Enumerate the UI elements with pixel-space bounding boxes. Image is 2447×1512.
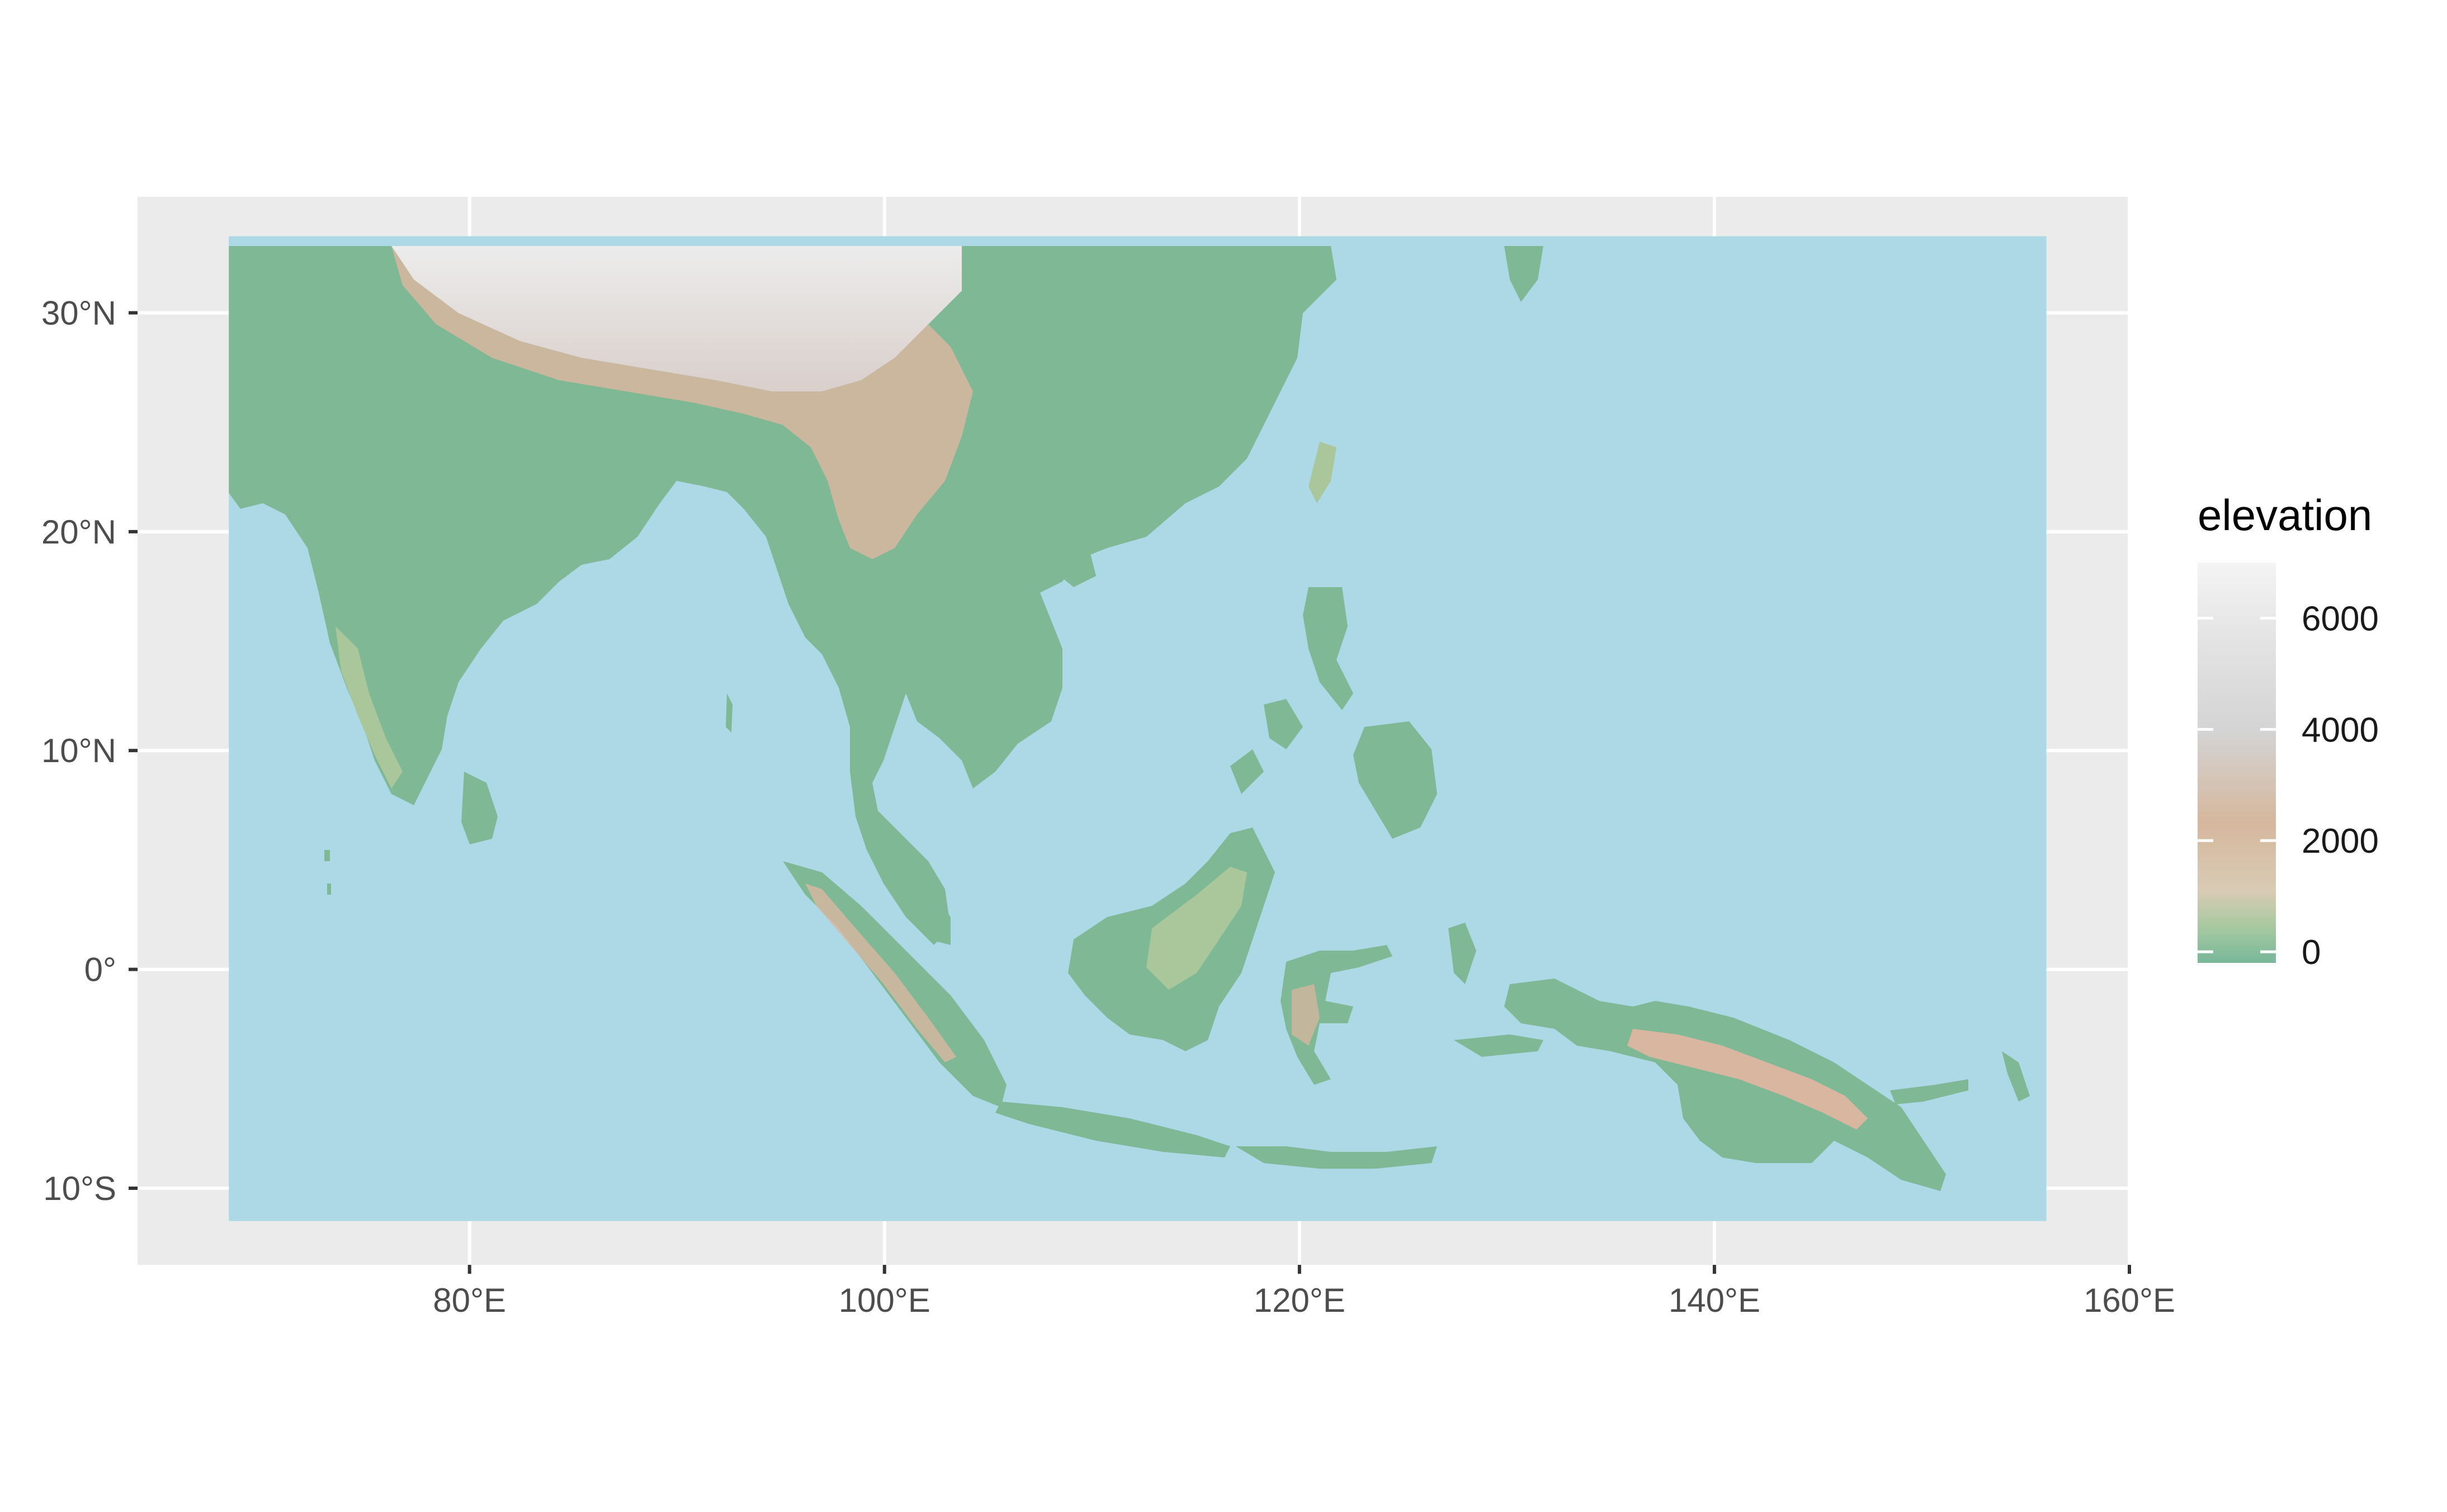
highland-western-ghats [336, 626, 403, 788]
legend-tick-label: 6000 [2302, 599, 2379, 638]
landmass-kyushu [1504, 246, 1543, 302]
x-tick-label: 100°E [839, 1282, 930, 1319]
landmass-mindanao [1353, 721, 1437, 839]
plateau-tibet [391, 246, 962, 391]
landmass-luzon [1303, 587, 1353, 710]
landmass-asia-mainland [229, 246, 1336, 945]
y-tick-label: 30°N [41, 294, 116, 332]
x-axis: 80°E 100°E 120°E 140°E 160°E [433, 1265, 2175, 1319]
landmass-maldives [324, 850, 331, 895]
landmass-sri-lanka [461, 772, 498, 844]
highland-barisan [805, 883, 956, 1062]
y-tick-label: 10°N [41, 732, 116, 769]
highland-central-range [1627, 1029, 1868, 1130]
landmass-new-britain [1890, 1079, 1968, 1104]
legend-title: elevation [2198, 490, 2372, 540]
legend-tick-label: 2000 [2302, 822, 2379, 861]
landmass-bougainville [2002, 1051, 2030, 1102]
landmass-taiwan [1308, 442, 1336, 503]
highland-borneo [1146, 867, 1247, 990]
elevation-raster [229, 236, 2047, 1221]
x-tick-label: 160°E [2084, 1282, 2175, 1319]
legend-ticks: 0 2000 4000 6000 [2198, 599, 2379, 972]
landmass-new-guinea [1504, 979, 1946, 1191]
landmass-andaman [726, 693, 733, 733]
y-axis: 30°N 20°N 10°N 0° 10°S [41, 294, 138, 1207]
y-tick-label: 0° [84, 951, 116, 989]
legend-tick-label: 4000 [2302, 711, 2379, 749]
landmass-seram [1454, 1034, 1543, 1057]
highland-himalaya-fringe [391, 246, 973, 559]
y-tick-label: 20°N [41, 513, 116, 551]
highland-sulawesi [1292, 984, 1320, 1046]
legend-colorbar [2198, 563, 2276, 963]
land-masses [229, 246, 2030, 1191]
y-tick-label: 10°S [43, 1170, 116, 1207]
landmass-halmahera [1448, 923, 1476, 984]
landmass-malay-peninsula [872, 839, 951, 945]
elevation-legend: elevation 0 2000 4000 6000 [2198, 490, 2379, 972]
landmass-java [995, 1102, 1230, 1157]
landmass-hainan [1060, 554, 1096, 587]
x-tick-label: 120°E [1254, 1282, 1345, 1319]
landmass-sulawesi [1281, 945, 1392, 1085]
landmass-visayas [1230, 699, 1303, 794]
legend-tick-label: 0 [2302, 933, 2321, 972]
x-tick-label: 80°E [433, 1282, 506, 1319]
landmass-lesser-sunda [1236, 1146, 1437, 1169]
x-tick-label: 140°E [1669, 1282, 1760, 1319]
